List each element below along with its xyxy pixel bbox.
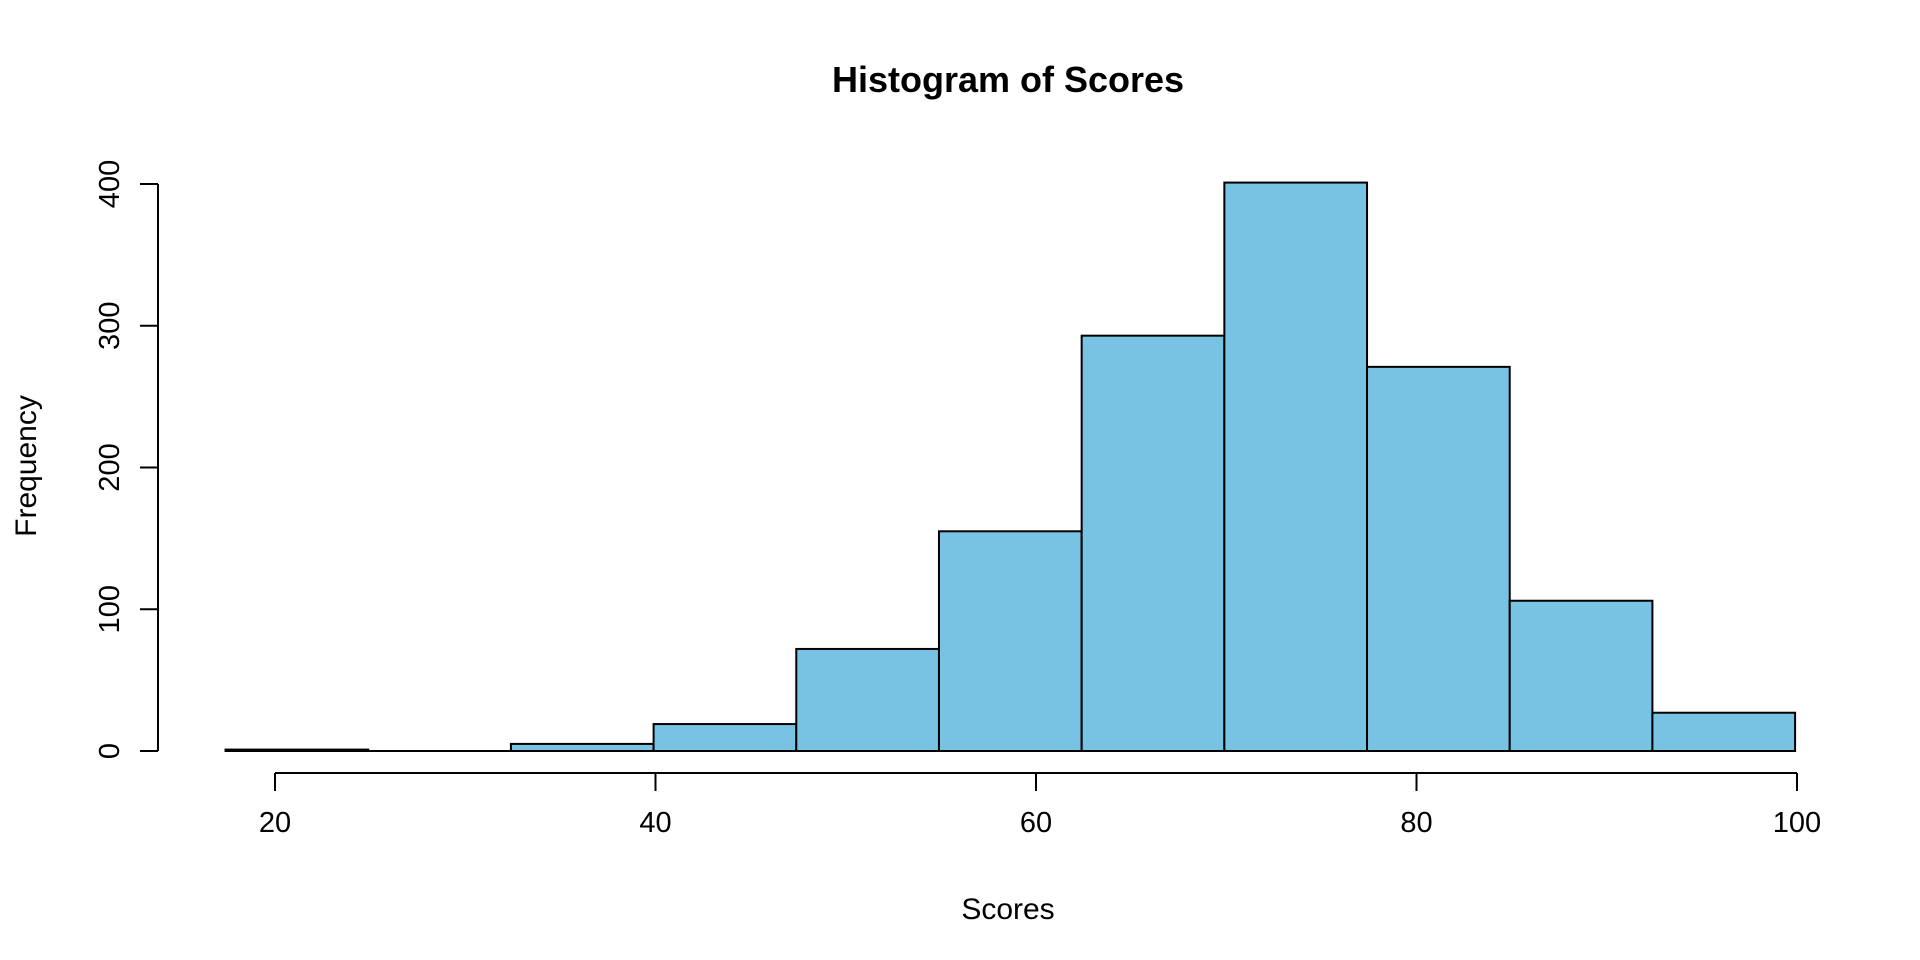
histogram-bar-5 [795, 647, 940, 752]
histogram-bar-10 [1508, 599, 1654, 752]
y-tick-label: 100 [94, 585, 126, 633]
histogram-bar-11 [1651, 711, 1797, 752]
x-tick-label: 80 [1400, 807, 1432, 839]
histogram-bar-4 [652, 723, 798, 753]
x-axis-label: Scores [961, 893, 1054, 926]
x-axis: 20 40 60 80 100 [259, 772, 1821, 839]
y-axis-label: Frequency [10, 395, 43, 537]
histogram-bar-9 [1366, 365, 1511, 752]
chart-title: Histogram of Scores [832, 59, 1184, 100]
y-tick-label: 0 [94, 743, 126, 759]
x-tick-label: 20 [259, 807, 291, 839]
bars-group [224, 181, 1797, 753]
x-tick-label: 60 [1020, 807, 1052, 839]
y-tick-label: 400 [94, 160, 126, 208]
histogram-bar-1 [224, 748, 370, 753]
y-tick-label: 200 [94, 443, 126, 491]
y-axis: 0 100 200 300 400 [94, 160, 159, 759]
histogram-bar-6 [937, 530, 1083, 752]
y-tick-label: 300 [94, 302, 126, 350]
x-tick-label: 100 [1773, 807, 1821, 839]
histogram-bar-3 [509, 742, 655, 752]
x-tick-label: 40 [639, 807, 671, 839]
histogram-bar-8 [1223, 181, 1369, 752]
histogram-bar-7 [1080, 334, 1226, 752]
